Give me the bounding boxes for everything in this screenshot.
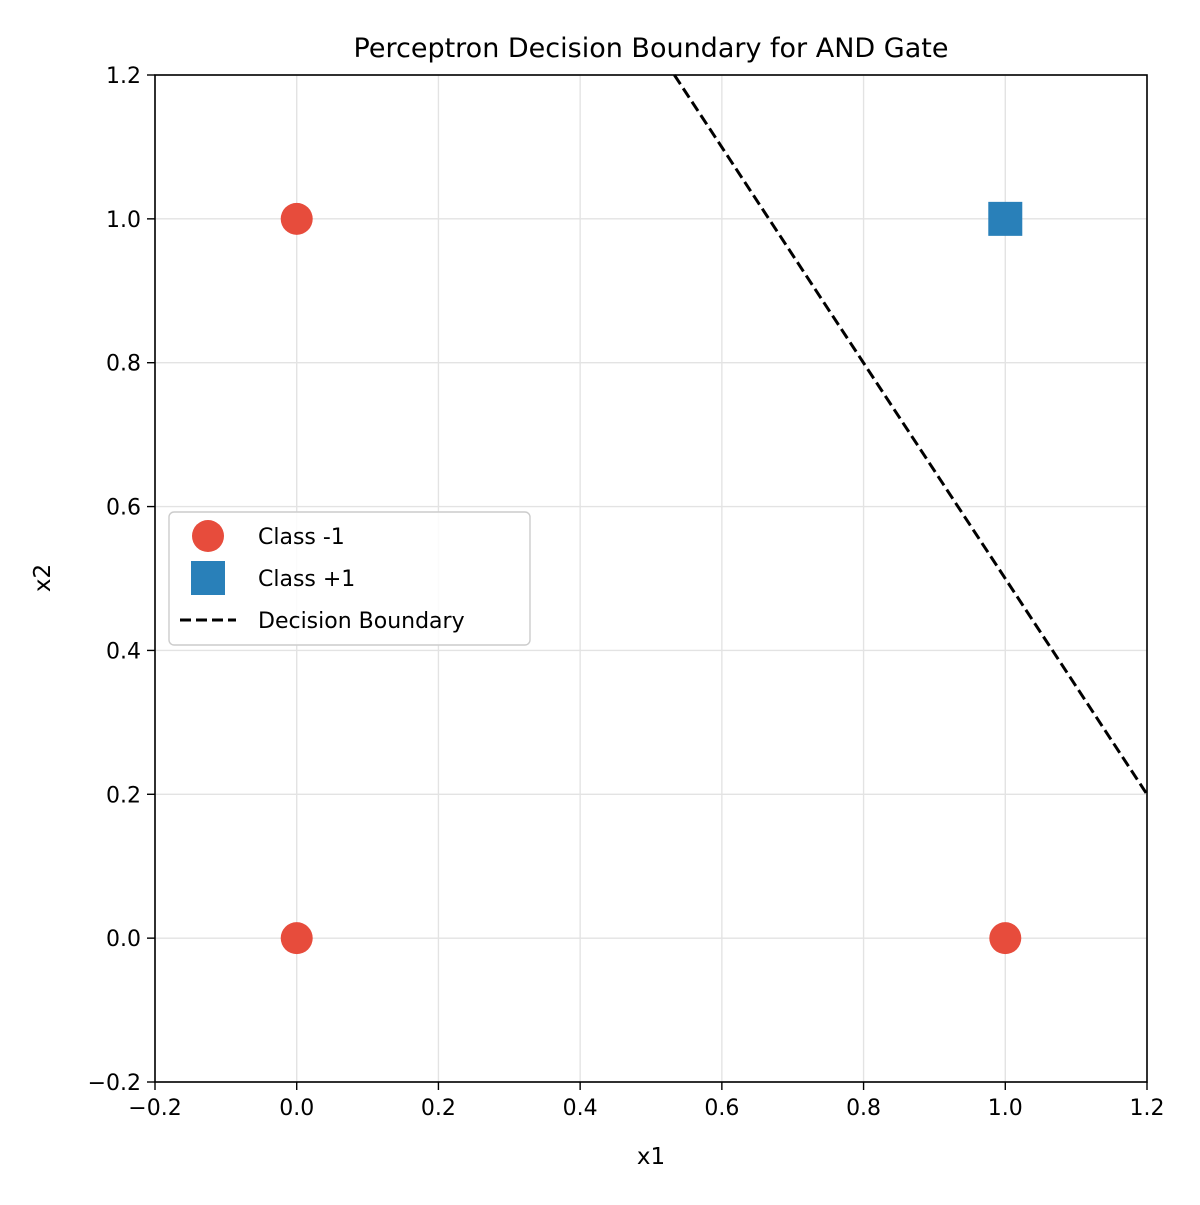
legend-box [168,511,531,646]
decision-boundary-line [673,74,1149,796]
class-pos1-point [988,201,1023,236]
legend-marker-square [191,561,225,595]
y-tick-label: −0.2 [88,1071,141,1096]
x-tick-label: 1.0 [988,1096,1023,1121]
y-tick-label: 1.2 [106,64,141,89]
legend-marker-circle [192,520,224,552]
class-neg1-point [280,202,313,235]
x-tick-label: 0.4 [563,1096,598,1121]
legend: Class -1 Class +1 Decision Boundary [168,511,531,646]
y-axis: −0.2 0.0 0.2 0.4 0.6 0.8 1.0 1.2 [88,64,155,1096]
x-tick-label: 0.6 [704,1096,739,1121]
x-tick-label: 1.2 [1130,1096,1165,1121]
grid [154,74,1148,1083]
x-tick-label: 0.2 [421,1096,456,1121]
x-tick-label: −0.2 [128,1096,181,1121]
plot-frame [154,74,1148,1083]
x-axis: −0.2 0.0 0.2 0.4 0.6 0.8 1.0 1.2 [128,1082,1165,1121]
y-tick-label: 0.4 [106,639,141,664]
legend-label: Class +1 [258,567,355,592]
legend-label: Decision Boundary [258,609,465,634]
class-neg1-point [280,922,313,955]
legend-label: Class -1 [258,525,345,550]
y-axis-label: x2 [30,564,56,592]
y-tick-label: 0.6 [106,496,141,521]
y-tick-label: 0.2 [106,783,141,808]
class-neg1-point [989,922,1022,955]
x-tick-label: 0.0 [279,1096,314,1121]
x-tick-label: 0.8 [846,1096,881,1121]
chart-title: Perceptron Decision Boundary for AND Gat… [354,33,949,64]
boundary-layer [673,74,1149,796]
x-axis-label: x1 [637,1144,665,1170]
points-layer [280,201,1023,955]
y-tick-label: 1.0 [106,208,141,233]
y-tick-label: 0.8 [106,352,141,377]
y-tick-label: 0.0 [106,927,141,952]
